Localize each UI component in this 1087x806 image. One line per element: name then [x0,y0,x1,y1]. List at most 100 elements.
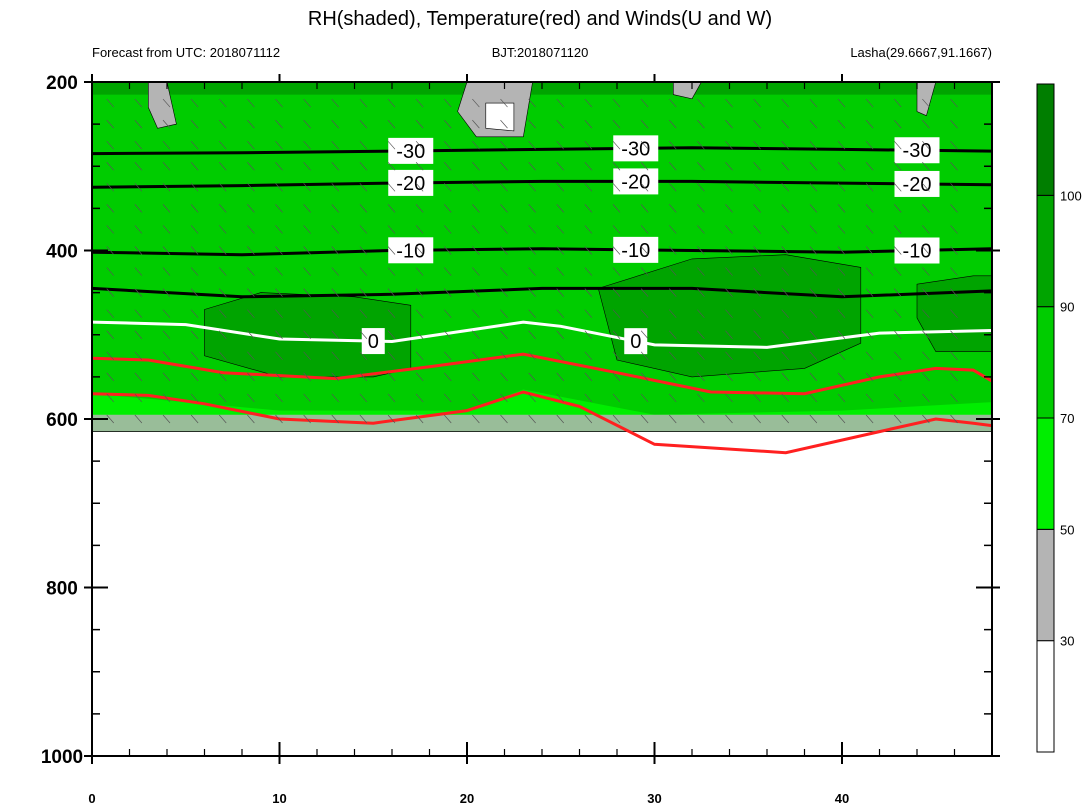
wind-barb [387,372,396,382]
wind-barb [809,98,818,108]
wind-barb [443,414,452,424]
wind-barb [275,225,283,234]
wind-barb [162,267,171,276]
wind-barb [781,204,790,213]
wind-barb [837,330,846,339]
wind-barb [331,393,340,403]
wind-barb [472,288,480,297]
plot-area: -30 -30 -30 -20 -20 -20 -10 -10 -10 0 0 [91,81,993,757]
wind-barb [106,225,115,234]
wind-barb [950,351,958,361]
wind-barb [753,288,761,297]
wind-barb [865,351,874,361]
colorbar-swatch [1036,194,1055,308]
wind-barb [753,267,761,276]
wind-barb [922,98,930,108]
wind-barb [247,309,255,318]
wind-barb [190,393,199,403]
wind-barb [893,309,902,318]
wind-barb [218,119,227,129]
wind-barb [218,288,227,297]
wind-barb [725,204,733,213]
wind-barb [415,98,424,108]
wind-barb [415,288,424,297]
wind-barb [106,393,115,403]
wind-barb [500,309,508,318]
wind-barb [781,267,790,276]
wind-barb [387,225,396,234]
wind-barb [500,225,508,234]
wind-barb [640,119,649,129]
wind-barb [275,330,283,339]
wind-barb [922,288,930,297]
wind-barb [893,183,902,192]
wind-barb [668,140,677,150]
wind-barb [584,246,593,255]
wind-barb [528,98,536,108]
wind-barb [556,162,565,171]
wind-barb [415,414,424,424]
wind-barb [865,330,874,339]
wind-barb [162,183,171,192]
wind-barb [697,372,705,382]
wind-barb [781,162,790,171]
wind-barb [415,351,424,361]
wind-barb [190,414,199,424]
subtitle-forecast: Forecast from UTC: 2018071112 [92,45,280,60]
wind-barb [528,372,536,382]
wind-barb [528,351,536,361]
wind-barb [359,309,368,318]
wind-barb [331,246,340,255]
wind-barb [697,119,705,129]
wind-barb [922,246,930,255]
wind-barb [218,183,227,192]
wind-barb [753,351,761,361]
wind-barb [528,309,536,318]
wind-barb [584,288,593,297]
wind-barb [950,309,958,318]
wind-barb [218,351,227,361]
wind-barb [893,414,902,424]
wind-barb [865,119,874,129]
wind-barb [106,288,115,297]
wind-barb [472,267,480,276]
contour-label: -30 [903,140,932,162]
y-tick-label: 400 [46,242,78,263]
wind-barb [809,162,818,171]
wind-barb [556,351,565,361]
wind-barb [359,267,368,276]
wind-barb [725,288,733,297]
wind-barb [640,140,649,150]
temperature-contour [92,146,992,156]
wind-barb [247,119,255,129]
wind-barb [303,372,311,382]
wind-barb [556,330,565,339]
wind-barb [134,246,143,255]
rh-region-below-30 [485,102,515,132]
wind-barb [247,225,255,234]
wind-barb [331,288,340,297]
wind-barb [922,330,930,339]
wind-barb [500,140,508,150]
wind-barb [725,267,733,276]
wind-barb [275,98,283,108]
wind-barb [190,372,199,382]
wind-barb [781,414,790,424]
wind-barb [500,330,508,339]
x-tick-label: 40 [835,791,849,806]
wind-barb [443,119,452,129]
wind-barb [134,351,143,361]
wind-barb [275,288,283,297]
wind-barb [781,225,790,234]
wind-barb [640,288,649,297]
wind-barb [781,140,790,150]
wind-barb [668,288,677,297]
wind-barb [950,162,958,171]
wind-barb [275,183,283,192]
rh-region-below-50 [673,82,702,100]
wind-barb [415,119,424,129]
wind-barb [584,351,593,361]
temperature-contour [92,247,992,257]
wind-barb [893,246,902,255]
wind-barb [190,267,199,276]
